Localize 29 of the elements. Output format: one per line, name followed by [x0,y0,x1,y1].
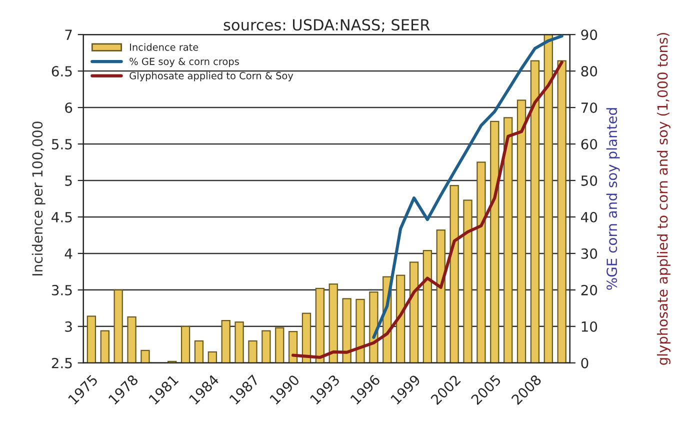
y2-axis-title: %GE corn and soy planted [606,108,620,290]
y-tick-label: 3 [65,321,72,332]
y-tick-label: 5.5 [52,139,72,150]
legend-label: % GE soy & corn crops [130,58,239,67]
y2-tick-label: 20 [581,284,598,296]
y-tick-label: 6.5 [52,66,72,77]
y-tick-label: 7 [65,30,72,40]
y2-tick-label: 60 [581,138,598,150]
text: glyphosate applied to corn and soy (1,000 tons) [657,32,670,365]
y2-tick-label: 80 [581,66,598,77]
y-tick-label: 5 [65,176,72,186]
y-tick-label: 4 [64,248,72,259]
y2-tick-label: 30 [581,248,598,259]
y2-tick-label: 0 [581,358,588,368]
line-series [292,60,564,359]
y2-tick-label: 90 [581,30,598,40]
legend-label: Glyphosate applied to Corn & Soy [130,72,294,82]
y-tick-label: 6 [65,102,72,113]
y2-tick-label: 50 [581,175,598,186]
y2-tick-label: 10 [582,321,598,332]
y2-tick-label: 40 [580,212,598,222]
y-tick-label: 2.5 [52,358,72,368]
y2-tick-label: 70 [581,102,598,113]
chart-title: sources: USDA:NASS; SEER [224,19,430,32]
y-axis-title: Incidence per 100,000 [32,122,46,276]
line-series [372,34,564,339]
legend-label: Incidence rate [130,43,198,51]
y-tick-label: 4.5 [52,212,72,222]
y-tick-label: 3.5 [52,284,72,296]
